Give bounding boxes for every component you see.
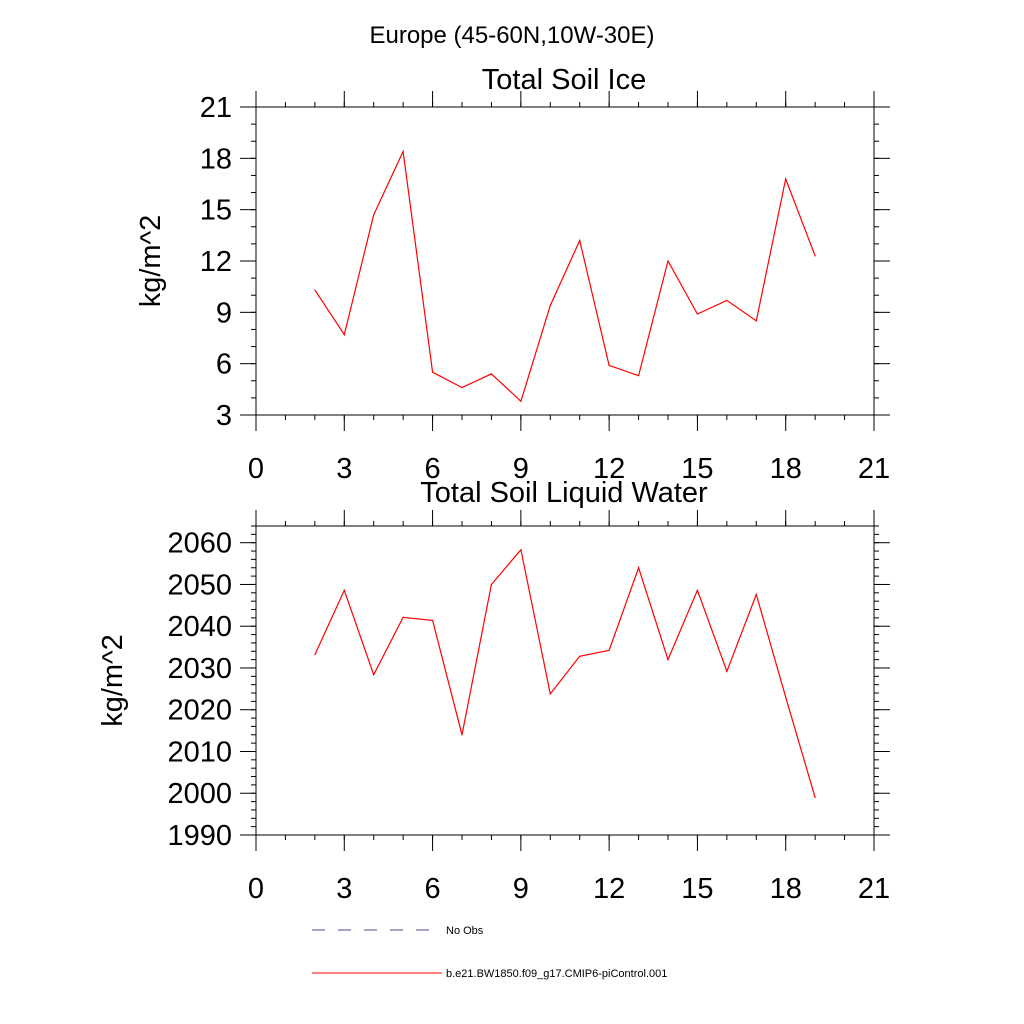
data-point [814, 796, 816, 799]
x-tick-label: 6 [425, 873, 441, 905]
x-tick-label: 9 [513, 873, 529, 905]
x-tick-label: 15 [681, 453, 713, 485]
panel-total-soil-liquid-water: Total Soil Liquid Water kg/m^2 0 3 6 9 12 15 18 2… [97, 477, 890, 905]
data-point [431, 619, 434, 621]
x-tick-label: 21 [858, 873, 890, 905]
data-point [726, 299, 728, 301]
data-point [667, 260, 669, 262]
y-tick-label: 2000 [167, 778, 232, 810]
y-axis-label: kg/m^2 [97, 634, 129, 727]
data-point [549, 693, 551, 695]
chart-title: Total Soil Ice [482, 64, 646, 96]
x-tick-label: 0 [248, 873, 264, 905]
data-point [373, 674, 375, 676]
data-point [696, 589, 699, 591]
y-tick-label: 9 [216, 297, 232, 329]
figure-suptitle: Europe (45-60N,10W-30E) [369, 22, 654, 49]
y-axis-label: kg/m^2 [135, 215, 167, 308]
data-point [461, 734, 463, 736]
y-tick-label: 1990 [167, 820, 232, 852]
data-point [431, 371, 434, 373]
data-point [696, 313, 699, 315]
data-point [549, 304, 551, 307]
series-line [314, 149, 816, 403]
legend: No Obs b.e21.BW1850.f09_g17.CMIP6-piCont… [312, 925, 667, 980]
legend-label-model: b.e21.BW1850.f09_g17.CMIP6-piControl.001 [446, 968, 667, 980]
data-point [520, 400, 522, 402]
data-point [520, 549, 522, 551]
x-tick-label: 0 [248, 453, 264, 485]
y-tick-label: 2050 [167, 569, 232, 601]
y-tick-label: 6 [216, 349, 232, 381]
data-point [637, 567, 640, 569]
data-point [667, 659, 669, 661]
data-point [402, 150, 404, 153]
x-tick-label: 12 [593, 873, 625, 905]
y-tick-label: 2020 [167, 695, 232, 727]
y-tick-label: 18 [200, 143, 232, 175]
y-tick-label: 15 [200, 195, 232, 227]
data-point [343, 333, 345, 336]
series-line [314, 548, 816, 798]
x-tick-label: 12 [593, 453, 625, 485]
data-point [314, 654, 316, 656]
x-tick-label: 18 [770, 873, 802, 905]
plot-frame [255, 525, 875, 836]
data-point [579, 655, 581, 657]
y-tick-label: 3 [216, 400, 232, 432]
data-point [314, 289, 316, 291]
y-tick-label: 21 [200, 92, 232, 124]
x-tick-label: 3 [336, 873, 352, 905]
y-tick-label: 2010 [167, 736, 232, 768]
data-point [490, 373, 493, 375]
data-point [461, 387, 463, 389]
y-tick-label: 12 [200, 246, 232, 278]
data-point [579, 239, 581, 242]
data-point [608, 364, 610, 366]
x-tick-label: 18 [770, 453, 802, 485]
plot-frame [255, 106, 875, 416]
data-point [343, 589, 345, 591]
y-tick-label: 2060 [167, 528, 232, 560]
x-tick-label: 3 [336, 453, 352, 485]
data-point [755, 320, 757, 322]
x-tick-label: 21 [858, 453, 890, 485]
x-tick-label: 15 [681, 873, 713, 905]
data-point [755, 593, 757, 596]
data-point [608, 649, 610, 652]
data-point [785, 696, 787, 698]
data-point [490, 583, 493, 586]
legend-label-no-obs: No Obs [446, 925, 484, 937]
data-point [373, 214, 375, 216]
y-tick-label: 2040 [167, 611, 232, 643]
data-point [726, 670, 728, 672]
data-point [814, 255, 816, 257]
data-point [785, 178, 787, 180]
chart-title: Total Soil Liquid Water [420, 477, 708, 509]
x-tick-label: 9 [513, 453, 529, 485]
x-tick-label: 6 [425, 453, 441, 485]
data-point [637, 375, 640, 377]
y-tick-label: 2030 [167, 653, 232, 685]
data-point [402, 616, 404, 619]
